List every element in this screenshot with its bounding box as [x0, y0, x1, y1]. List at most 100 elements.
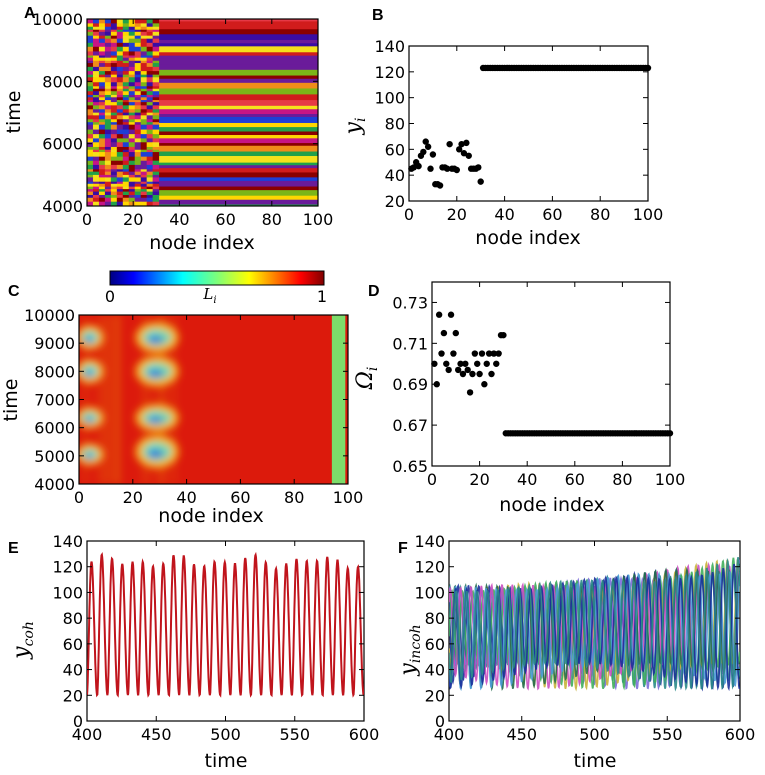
phase-cell [134, 119, 142, 123]
phase-cell [122, 142, 130, 148]
phase-cell [134, 105, 142, 110]
phase-cell [98, 109, 106, 114]
phase-cell [92, 77, 100, 83]
phase-cell [128, 66, 136, 72]
phase-cell [98, 88, 106, 92]
phase-cell [116, 138, 124, 143]
phase-cell [98, 82, 106, 87]
phase-cell [98, 31, 106, 37]
phase-cell [122, 181, 130, 185]
panel-d-scatter: 0 20 40 60 80 100 0.65 0.67 0.69 0.71 0.73 node in… [353, 281, 685, 516]
phase-cell [152, 55, 160, 59]
phase-cell [134, 100, 142, 103]
phase-cell [140, 195, 148, 199]
phase-cell [140, 122, 148, 126]
phase-cell [140, 66, 148, 72]
phase-cell [152, 146, 160, 151]
phase-cell [122, 51, 130, 57]
phase-cell [116, 152, 124, 158]
phase-cell [152, 112, 160, 116]
phase-cell [92, 134, 100, 139]
phase-cell [116, 71, 124, 76]
phase-cell [122, 112, 130, 116]
phase-cell [134, 57, 142, 62]
phase-cell [140, 134, 148, 139]
phase-cell [98, 164, 106, 170]
panel-f-ticks: 400 450 500 550 600 0 20 40 60 80 100 120 140 [414, 532, 755, 744]
phase-cell [116, 91, 124, 96]
phase-cell [92, 100, 100, 103]
phase-cell [152, 105, 160, 110]
phase-cell [140, 100, 148, 103]
panel-d-ytick-label: 0.69 [392, 375, 428, 394]
phase-stripe [158, 172, 318, 178]
phase-cell [128, 189, 136, 193]
panel-f-xtick-label: 450 [506, 725, 537, 744]
phase-cell [104, 122, 112, 126]
phase-cell [146, 189, 154, 193]
phase-cell [122, 138, 130, 143]
panel-b-points [408, 64, 652, 189]
phase-cell [87, 77, 94, 83]
panel-b-xtick-label: 60 [542, 205, 562, 224]
phase-cell [116, 66, 124, 72]
phase-cell [152, 119, 160, 123]
phase-cell [134, 195, 142, 199]
phase-cell [104, 77, 112, 83]
phase-cell [146, 31, 154, 37]
green-band [331, 315, 346, 484]
phase-cell [146, 82, 154, 87]
phase-cell [140, 74, 148, 78]
panel-e-trace [87, 551, 364, 698]
phase-cell [122, 122, 130, 126]
phase-stripe [158, 116, 318, 124]
panel-e-ytick-label: 0 [73, 712, 83, 731]
phase-cell [87, 105, 94, 110]
phase-cell [116, 38, 124, 44]
phase-stripe [158, 88, 318, 95]
heat-streak [84, 315, 87, 484]
phase-cell [104, 46, 112, 52]
phase-cell [104, 100, 112, 103]
phase-cell [134, 23, 142, 28]
phase-cell [92, 19, 100, 24]
phase-cell [146, 197, 154, 203]
panel-label-f: F [398, 540, 408, 557]
phase-cell [122, 71, 130, 76]
phase-stripe [158, 195, 318, 201]
panel-f-ytick-label: 20 [425, 686, 445, 705]
data-point [424, 143, 432, 150]
phase-cell [128, 124, 136, 131]
panel-a-xtick-label: 60 [215, 210, 235, 229]
panel-f-ytick-label: 140 [414, 532, 445, 551]
panel-c-ytick-label: 5000 [34, 447, 75, 466]
phase-cell [146, 19, 154, 24]
heat-streak [110, 315, 113, 484]
heat-streak [114, 315, 117, 484]
phase-cell [128, 177, 136, 183]
phase-cell [128, 71, 136, 76]
phase-cell [140, 26, 148, 31]
phase-cell [98, 55, 106, 59]
phase-cell [104, 138, 112, 143]
phase-cell [134, 19, 142, 24]
panel-a-ytick-label: 4000 [42, 197, 83, 216]
phase-cell [146, 129, 154, 135]
panel-e-xtick-label: 600 [349, 725, 380, 744]
phase-cell [140, 149, 148, 153]
phase-cell [140, 156, 148, 162]
phase-cell [87, 88, 94, 92]
phase-cell [134, 177, 142, 183]
data-point [463, 139, 470, 147]
panel-label-c: C [8, 283, 20, 300]
phase-cell [110, 142, 118, 148]
phase-cell [146, 183, 154, 188]
data-point [444, 165, 451, 172]
panel-d-xtick-label: 80 [612, 470, 632, 489]
phase-cell [122, 146, 130, 151]
panel-e-ytick-label: 140 [52, 532, 83, 551]
phase-cell [152, 29, 160, 33]
phase-cell [128, 26, 136, 31]
phase-cell [92, 23, 100, 28]
